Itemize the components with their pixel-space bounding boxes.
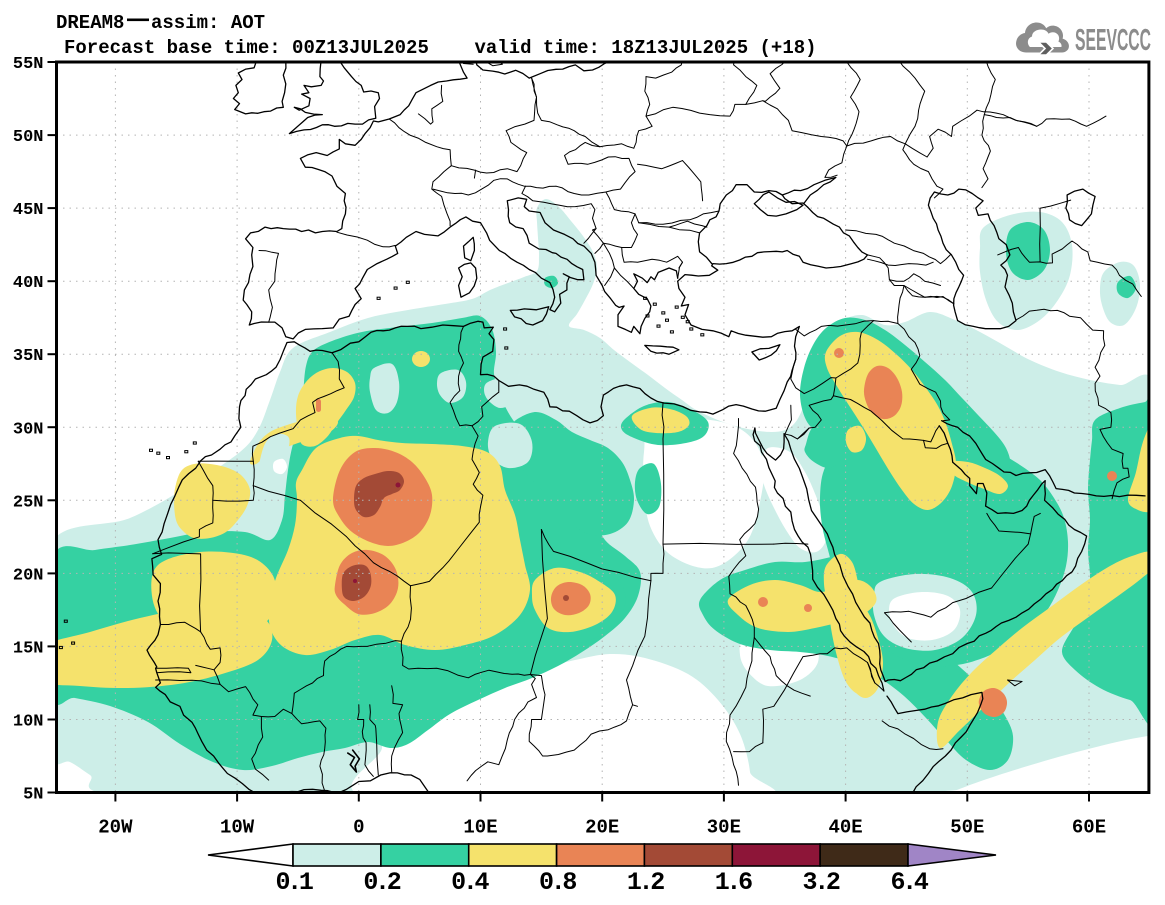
svg-text:0.2: 0.2 — [363, 868, 400, 897]
svg-text:50E: 50E — [950, 817, 984, 839]
svg-text:40N: 40N — [13, 274, 44, 293]
svg-text:1.2: 1.2 — [627, 868, 664, 897]
svg-text:55N: 55N — [13, 55, 44, 74]
svg-text:0: 0 — [353, 817, 364, 839]
svg-text:3.2: 3.2 — [803, 868, 840, 897]
svg-text:assim: AOT: assim: AOT — [151, 12, 265, 34]
svg-text:50N: 50N — [13, 128, 44, 147]
svg-text:60E: 60E — [1072, 817, 1106, 839]
svg-text:5N: 5N — [23, 786, 43, 805]
svg-text:1.6: 1.6 — [715, 868, 752, 897]
svg-text:0.4: 0.4 — [451, 868, 489, 897]
svg-text:35N: 35N — [13, 347, 44, 366]
svg-text:10N: 10N — [13, 712, 44, 731]
svg-text:30E: 30E — [707, 817, 741, 839]
svg-text:DREAM8: DREAM8 — [56, 12, 124, 34]
svg-text:SEEVCCC: SEEVCCC — [1075, 22, 1151, 57]
svg-text:30N: 30N — [13, 420, 44, 439]
svg-text:20N: 20N — [13, 566, 44, 585]
svg-text:45N: 45N — [13, 201, 44, 220]
svg-text:0.8: 0.8 — [539, 868, 576, 897]
svg-text:15N: 15N — [13, 639, 44, 658]
svg-text:20W: 20W — [98, 817, 133, 839]
svg-text:10W: 10W — [220, 817, 255, 839]
svg-text:10E: 10E — [463, 817, 497, 839]
svg-text:Forecast base time: 00Z13JUL20: Forecast base time: 00Z13JUL2025 valid t… — [64, 37, 817, 59]
svg-text:0.1: 0.1 — [275, 868, 312, 897]
svg-text:6.4: 6.4 — [890, 868, 928, 897]
svg-text:40E: 40E — [828, 817, 862, 839]
svg-text:20E: 20E — [585, 817, 619, 839]
svg-text:25N: 25N — [13, 493, 44, 512]
